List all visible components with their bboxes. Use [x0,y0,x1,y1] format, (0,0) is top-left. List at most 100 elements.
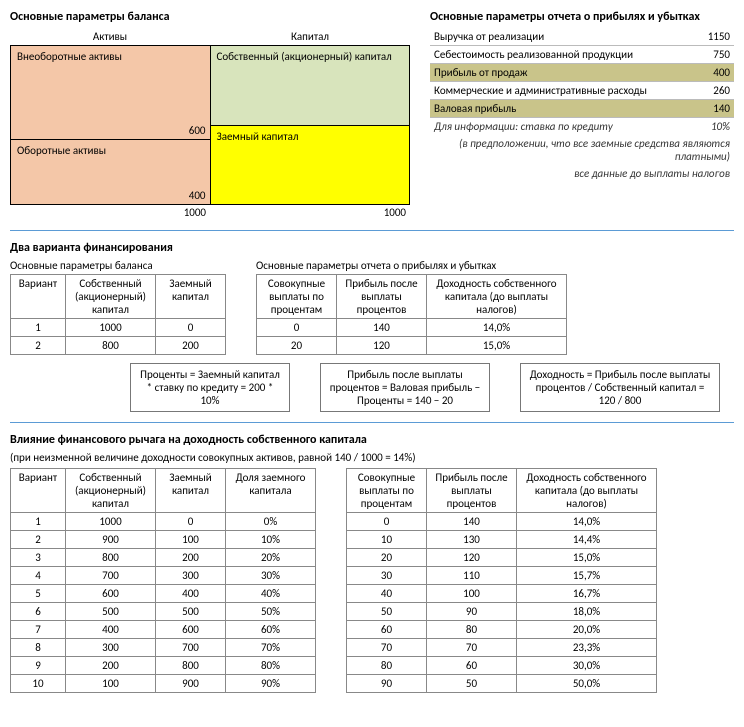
pl-value: 260 [695,82,734,100]
table-row: 707023,3% [347,639,657,657]
formula-box-3: Доходность = Прибыль после выплаты проце… [520,363,720,412]
cell: 0% [226,513,316,531]
cell: 60% [226,621,316,639]
cell: 80% [226,657,316,675]
col-header: Прибыль после выплаты процентов [427,469,517,513]
table-row: 608020,0% [347,621,657,639]
balance-title: Основные параметры баланса [10,10,410,24]
cell: 7 [11,621,66,639]
col-header: Доля заемного капитала [226,469,316,513]
cell: 9 [11,657,66,675]
cell: 90% [226,675,316,693]
cell: 40% [226,585,316,603]
cell: 14,4% [517,531,657,549]
col-header: Заемный капитал [156,469,226,513]
table-row: 014014,0% [347,513,657,531]
cell: 30 [347,567,427,585]
equity-label: Собственный (акционерный) капитал [217,50,404,63]
pl-row: Валовая прибыль140 [430,100,734,118]
current-value: 400 [189,189,206,202]
col-header: Доходность собственного капитала (до вып… [517,469,657,513]
pl-value: 1150 [695,28,734,46]
cell: 70 [347,639,427,657]
cell: 30,0% [517,657,657,675]
pl-label: Валовая прибыль [430,100,695,118]
cell: 50 [427,675,517,693]
separator [10,230,734,231]
cell: 1000 [66,513,156,531]
cell: 70% [226,639,316,657]
cell: 400 [156,585,226,603]
variants-left-caption: Основные параметры баланса [10,259,226,272]
cell: 20,0% [517,621,657,639]
cell: 800 [66,337,156,355]
pl-note-rate-label: Для информации: ставка по кредиту [430,118,695,136]
cell: 3 [11,549,66,567]
cell: 20% [226,549,316,567]
table-row: 3011015,7% [347,567,657,585]
table-row: 290010010% [11,531,316,549]
cell: 100 [66,675,156,693]
table-row: 509018,0% [347,603,657,621]
table-row: 2012015,0% [257,337,567,355]
cell: 18,0% [517,603,657,621]
cell: 700 [66,567,156,585]
cell: 60 [347,621,427,639]
separator [10,422,734,423]
leverage-title: Влияние финансового рычага на доходность… [10,433,734,447]
balance-total-left: 1000 [10,205,210,220]
pl-row: Прибыль от продаж400 [430,64,734,82]
table-row: 2012015,0% [347,549,657,567]
table-row: 806030,0% [347,657,657,675]
cell: 120 [337,337,427,355]
cell: 400 [66,621,156,639]
cell: 200 [156,337,226,355]
table-row: 830070070% [11,639,316,657]
col-header: Вариант [11,275,66,319]
cell: 700 [156,639,226,657]
cell: 140 [337,319,427,337]
cell: 15,0% [427,337,567,355]
formula-box-2: Прибыль после выплаты процентов = Валова… [320,363,490,412]
pl-row: Коммерческие и административные расходы2… [430,82,734,100]
cell: 10 [11,675,66,693]
variants-left-table: ВариантСобственный (акционерный) капитал… [10,274,226,355]
table-row: 380020020% [11,549,316,567]
cell: 100 [427,585,517,603]
balance-total-right: 1000 [210,205,410,220]
cell: 900 [66,531,156,549]
pl-row: Себестоимость реализованной продукции750 [430,46,734,64]
cell: 200 [66,657,156,675]
cell: 10 [347,531,427,549]
cell: 800 [156,657,226,675]
col-header: Заемный капитал [156,275,226,319]
col-header: Собственный (акционерный) капитал [66,275,156,319]
cell: 120 [427,549,517,567]
table-row: 650050050% [11,603,316,621]
cell-debt: Заемный капитал [211,126,410,205]
table-row: 470030030% [11,567,316,585]
pl-note-rate-value: 10% [695,118,734,136]
noncurrent-label: Внеоборотные активы [17,50,204,63]
cell: 60 [427,657,517,675]
cell: 90 [427,603,517,621]
col-header: Доходность собственного капитала (до вып… [427,275,567,319]
cell: 40 [347,585,427,603]
pl-value: 750 [695,46,734,64]
table-row: 1100000% [11,513,316,531]
cell: 500 [66,603,156,621]
cell: 30% [226,567,316,585]
cell: 15,0% [517,549,657,567]
cell: 14,0% [517,513,657,531]
cell: 200 [156,549,226,567]
cell: 80 [427,621,517,639]
cell: 300 [66,639,156,657]
table-row: 110000 [11,319,226,337]
table-row: 1010090090% [11,675,316,693]
leverage-left-table: ВариантСобственный (акционерный) капитал… [10,468,316,693]
leverage-subtitle: (при неизменной величине доходности сово… [10,451,734,464]
cell: 110 [427,567,517,585]
cell: 80 [347,657,427,675]
cell-current-assets: Оборотные активы 400 [11,140,210,204]
table-row: 560040040% [11,585,316,603]
